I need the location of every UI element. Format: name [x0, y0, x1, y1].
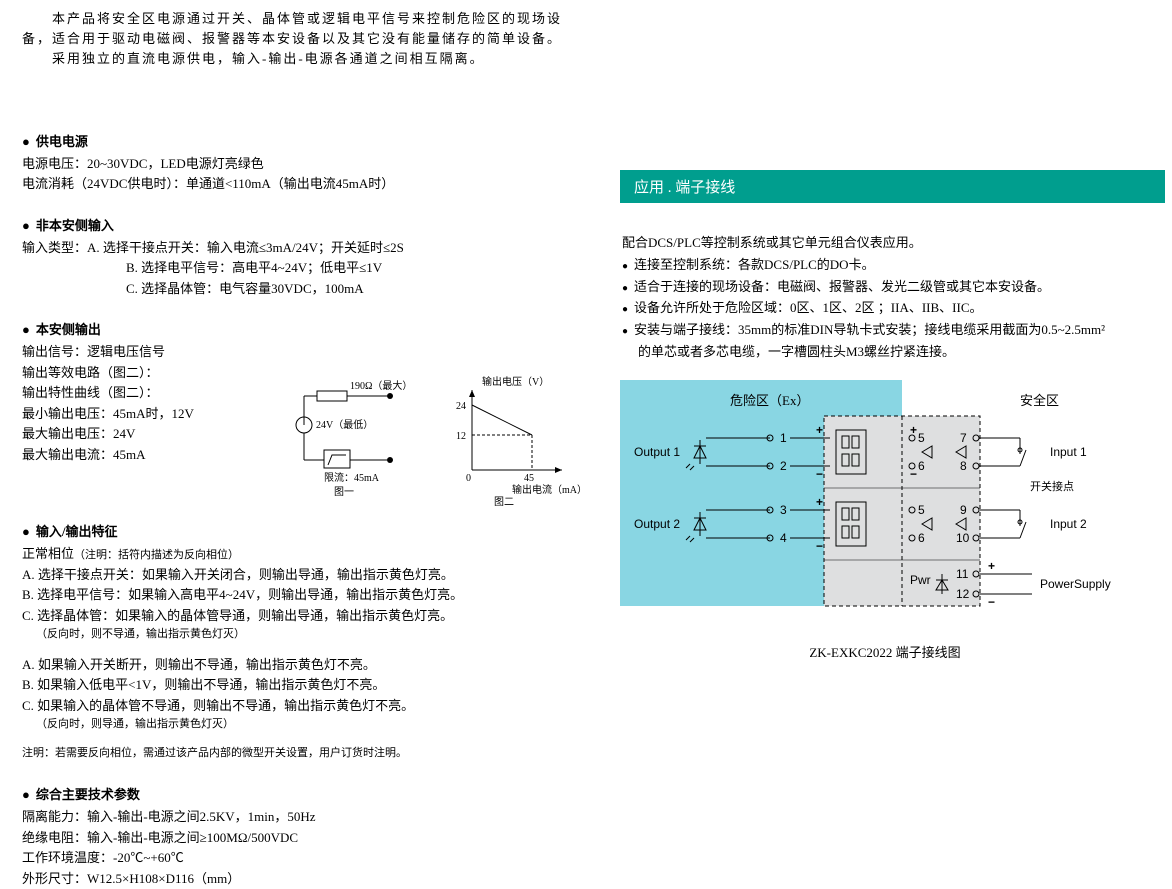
right-title: 应用 . 端子接线	[620, 170, 1165, 203]
sec4-b3n: （反向时，则导通，输出指示黄色灯灭）	[36, 716, 562, 733]
sec2-l2: B. 选择电平信号：高电平4~24V；低电平≤1V	[126, 258, 562, 278]
sec4-phase-txt: 正常相位	[22, 546, 74, 561]
fig2-x: 输出电流（mA）	[512, 483, 582, 496]
svg-text:−: −	[988, 595, 995, 609]
wiring-diagram: 危险区（Ex） 安全区 Output 1 1 2 + −	[620, 380, 1150, 630]
safe-label: 安全区	[1020, 393, 1059, 408]
sec4-title: 输入/输出特征	[22, 521, 562, 540]
fig2-x0: 0	[466, 473, 471, 484]
t7: 7	[960, 431, 967, 445]
right-b3: 设备允许所处于危险区域：0区、1区、2区 ；IIA、IIB、IIC。	[622, 298, 1150, 319]
intro-p1: 本产品将安全区电源通过开关、晶体管或逻辑电平信号来控制危险区的现场设备，适合用于…	[22, 9, 562, 48]
t12: 12	[956, 587, 970, 601]
haz-label: 危险区（Ex）	[730, 393, 809, 408]
t1: 1	[780, 431, 787, 445]
sec1-l1: 电源电压：20~30VDC，LED电源灯亮绿色	[22, 154, 562, 174]
svg-text:−: −	[816, 467, 823, 481]
t2: 2	[780, 459, 787, 473]
fig1-cap: 图一	[334, 486, 354, 498]
fig1-v: 24V（最低）	[316, 418, 373, 431]
sec2-title: 非本安侧输入	[22, 215, 562, 234]
sec4-a1: A. 选择干接点开关：如果输入开关闭合，则输出导通，输出指示黄色灯亮。	[22, 565, 562, 585]
sec5-l3: 工作环境温度：-20℃~+60℃	[22, 848, 562, 868]
sec5-title: 综合主要技术参数	[22, 784, 562, 803]
sec1-title: 供电电源	[22, 131, 562, 150]
sec5-l2: 绝缘电阻：输入-输出-电源之间≥100MΩ/500VDC	[22, 828, 562, 848]
right-b1: 连接至控制系统：各款DCS/PLC的DO卡。	[622, 255, 1150, 276]
t10: 10	[956, 531, 970, 545]
sec3-title: 本安侧输出	[22, 319, 562, 338]
sw-label: 开关接点	[1030, 479, 1074, 493]
svg-text:+: +	[988, 559, 995, 573]
sec2-l1: 输入类型：A. 选择干接点开关：输入电流≤3mA/24V；开关延时≤2S	[22, 238, 562, 258]
i1-label: Input 1	[1050, 445, 1087, 459]
right-b4b: 的单芯或者多芯电缆，一字槽圆柱头M3螺丝拧紧连接。	[638, 342, 1150, 363]
sec4-phase-note: （注明：括符内描述为反向相位）	[74, 549, 239, 561]
fig2-y12: 12	[456, 431, 466, 442]
right-b2: 适合于连接的现场设备：电磁阀、报警器、发光二级管或其它本安设备。	[622, 277, 1150, 298]
i2-label: Input 2	[1050, 517, 1087, 531]
o1-label: Output 1	[634, 445, 680, 459]
sec4-b2: B. 如果输入低电平<1V，则输出不导通，输出指示黄色灯不亮。	[22, 675, 562, 695]
sec4-b3: C. 如果输入的晶体管不导通，则输出不导通，输出指示黄色灯不亮。	[22, 696, 562, 716]
wiring-caption: ZK-EXKC2022 端子接线图	[620, 642, 1150, 661]
fig1-fig2-svg: 190Ω（最大） 24V（最低） 限流：45mA 图一 输出电压（V）	[292, 375, 582, 515]
svg-text:+: +	[816, 423, 823, 437]
right-b4: 安装与端子接线：35mm的标准DIN导轨卡式安装；接线电缆采用截面为0.5~2.…	[622, 320, 1150, 341]
pwr-label: Pwr	[910, 573, 931, 587]
fig2-x45: 45	[524, 473, 534, 484]
t3: 3	[780, 503, 787, 517]
fig2-cap: 图二	[494, 496, 514, 508]
intro-p2: 采用独立的直流电源供电，输入-输出-电源各通道之间相互隔离。	[22, 49, 562, 69]
sec5-l1: 隔离能力：输入-输出-电源之间2.5KV，1min，50Hz	[22, 807, 562, 827]
svg-text:−: −	[816, 539, 823, 553]
t6: 6	[918, 459, 925, 473]
intro-text: 本产品将安全区电源通过开关、晶体管或逻辑电平信号来控制危险区的现场设备，适合用于…	[22, 9, 562, 69]
t8: 8	[960, 459, 967, 473]
sec2-l3: C. 选择晶体管：电气容量30VDC，100mA	[126, 279, 562, 299]
circuit-diagrams: 190Ω（最大） 24V（最低） 限流：45mA 图一 输出电压（V）	[292, 375, 572, 505]
right-intro: 配合DCS/PLC等控制系统或其它单元组合仪表应用。	[622, 233, 1150, 254]
t6b: 6	[918, 531, 925, 545]
sec4-note: 注明：若需要反向相位，需通过该产品内部的微型开关设置，用户订货时注明。	[22, 745, 562, 762]
sec4-a2: B. 选择电平信号：如果输入高电平4~24V，则输出导通，输出指示黄色灯亮。	[22, 585, 562, 605]
t11: 11	[956, 567, 969, 581]
t5: 5	[918, 431, 925, 445]
fig2-y24: 24	[456, 401, 466, 412]
sec4-a3: C. 选择晶体管：如果输入的晶体管导通，则输出导通，输出指示黄色灯亮。	[22, 606, 562, 626]
sec5-l4: 外形尺寸：W12.5×H108×D116（mm）	[22, 869, 562, 889]
sec4-a3n: （反向时，则不导通，输出指示黄色灯灭）	[36, 626, 562, 643]
sec3-l1: 输出信号：逻辑电压信号	[22, 342, 562, 362]
t5b: 5	[918, 503, 925, 517]
fig1-r: 190Ω（最大）	[350, 379, 412, 392]
sec4-b1: A. 如果输入开关断开，则输出不导通，输出指示黄色灯不亮。	[22, 655, 562, 675]
sec4-phase: 正常相位（注明：括符内描述为反向相位）	[22, 544, 562, 564]
t4: 4	[780, 531, 787, 545]
sec1-l2: 电流消耗（24VDC供电时）：单通道<110mA（输出电流45mA时）	[22, 174, 562, 194]
t9: 9	[960, 503, 967, 517]
fig2-y: 输出电压（V）	[482, 375, 549, 388]
o2-label: Output 2	[634, 517, 680, 531]
ps-label: PowerSupply	[1040, 577, 1111, 591]
fig1-i: 限流：45mA	[324, 471, 380, 484]
right-list: 配合DCS/PLC等控制系统或其它单元组合仪表应用。 连接至控制系统：各款DCS…	[622, 233, 1150, 363]
svg-text:+: +	[816, 495, 823, 509]
